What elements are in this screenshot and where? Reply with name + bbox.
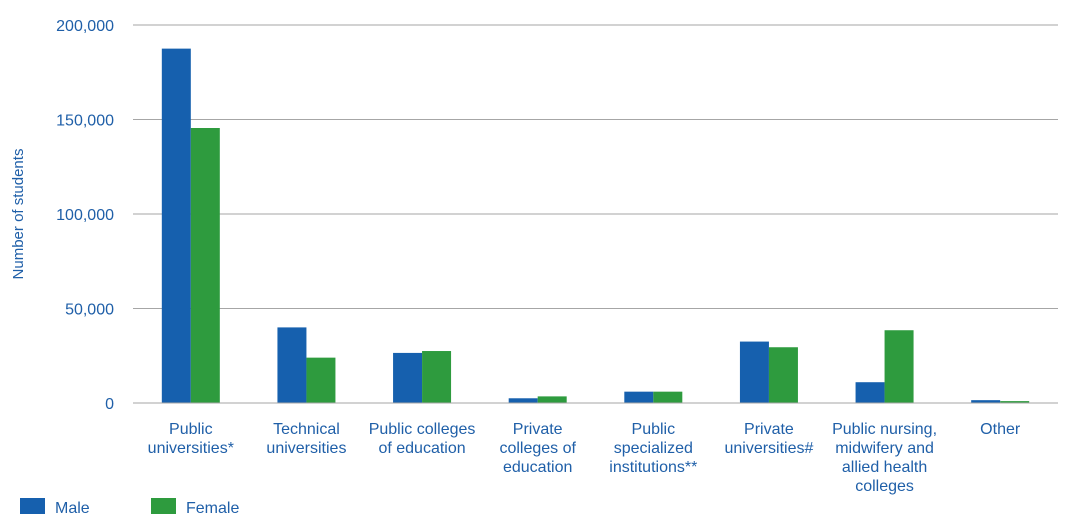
x-category-label: Public universities* — [148, 421, 234, 457]
bar-female-7 — [1000, 401, 1030, 403]
x-category-label-line: allied health — [842, 459, 927, 476]
bar-female-2 — [422, 351, 452, 403]
x-category-label-line: Private — [513, 421, 563, 438]
x-category-label-line: Public colleges — [369, 421, 476, 438]
y-tick-label: 0 — [105, 396, 114, 413]
x-category-label-line: education — [503, 459, 572, 476]
y-tick-label: 200,000 — [56, 18, 114, 35]
x-category-label-line: midwifery and — [835, 440, 934, 457]
bars — [161, 48, 1030, 403]
bar-male-5 — [739, 341, 769, 403]
x-category-label: Other — [980, 421, 1021, 438]
y-axis-title: Number of students — [10, 149, 27, 280]
gridlines — [133, 24, 1058, 309]
x-category-label: Public specialized institutions** — [609, 421, 697, 476]
x-category-label-line: Technical — [273, 421, 340, 438]
x-category-label: Public nursing, midwifery and allied healt… — [832, 421, 937, 495]
y-axis-tick-labels: 0 50,000 100,000 150,000 200,000 — [56, 18, 114, 413]
x-category-label: Public colleges of education — [369, 421, 476, 457]
bar-male-1 — [277, 327, 307, 403]
x-category-label-line: Public nursing, — [832, 421, 937, 438]
legend-swatch-female — [151, 498, 176, 514]
bar-male-3 — [508, 398, 538, 403]
x-category-label-line: Private — [744, 421, 794, 438]
bar-male-0 — [161, 48, 191, 403]
bar-male-7 — [971, 400, 1001, 403]
y-tick-label: 100,000 — [56, 207, 114, 224]
legend: Male Female — [20, 498, 239, 514]
bar-male-2 — [393, 352, 423, 403]
x-category-label-line: universities# — [724, 440, 813, 457]
x-category-label-line: specialized — [614, 440, 693, 457]
x-category-label-line: institutions** — [609, 459, 697, 476]
bar-female-4 — [653, 391, 683, 403]
x-category-label: Technical universities — [266, 421, 346, 457]
x-category-label: Private universities# — [724, 421, 813, 457]
y-tick-label: 150,000 — [56, 113, 114, 130]
bar-female-3 — [537, 396, 567, 403]
legend-label-female: Female — [186, 500, 239, 514]
x-category-label-line: of education — [378, 440, 465, 457]
x-category-label-line: colleges — [855, 478, 914, 495]
x-category-label-line: universities* — [148, 440, 234, 457]
bar-female-1 — [306, 357, 336, 403]
x-category-label-line: Other — [980, 421, 1021, 438]
x-category-label-line: Public — [169, 421, 213, 438]
x-category-label-line: colleges of — [499, 440, 576, 457]
bar-male-6 — [855, 382, 885, 403]
x-category-label-line: Public — [632, 421, 676, 438]
bar-male-4 — [624, 391, 654, 403]
legend-label-male: Male — [55, 500, 90, 514]
bar-female-5 — [768, 347, 798, 403]
bar-female-0 — [190, 128, 220, 403]
y-tick-label: 50,000 — [65, 302, 114, 319]
bar-female-6 — [884, 330, 914, 403]
legend-swatch-male — [20, 498, 45, 514]
x-axis-category-labels: Public universities* Technical universities… — [148, 421, 1021, 495]
x-category-label: Private colleges of education — [499, 421, 576, 476]
x-category-label-line: universities — [266, 440, 346, 457]
